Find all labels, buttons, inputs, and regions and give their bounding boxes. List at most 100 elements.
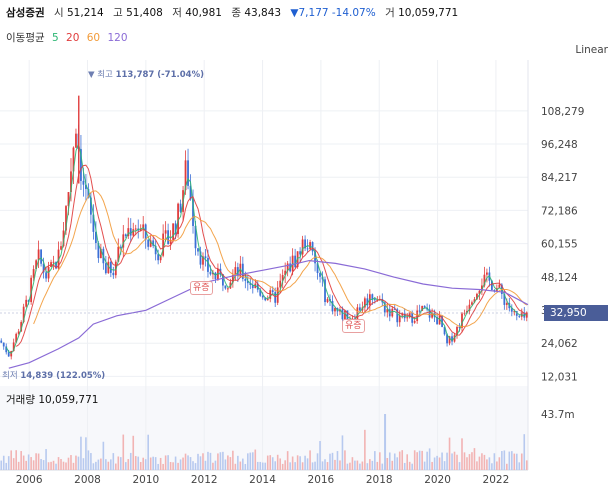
moving-average-legend[interactable]: 이동평균 5 20 60 120 (6, 30, 132, 45)
candle-body (149, 240, 152, 247)
volume-bar (276, 454, 279, 470)
volume-bar (42, 460, 45, 470)
candle-body (264, 297, 267, 301)
candle-body (241, 263, 244, 279)
volume-bar (508, 451, 511, 470)
x-tick-label: 2016 (308, 474, 335, 486)
volume-bar (393, 453, 396, 470)
volume-bar (324, 459, 326, 470)
candle-body (194, 225, 197, 249)
candle-body (299, 251, 302, 255)
candle-body (341, 309, 344, 320)
volume-bar (523, 434, 526, 470)
volume-bar (149, 457, 152, 470)
volume-bar (339, 460, 341, 470)
candle-body (154, 245, 157, 255)
x-tick-label: 2022 (483, 474, 510, 486)
volume-bar (296, 455, 299, 470)
volume-bar (30, 457, 32, 470)
volume-bar (242, 458, 244, 470)
candle-body (451, 336, 453, 342)
candle-body (117, 246, 120, 262)
candle-body (510, 308, 513, 312)
candle-body (172, 223, 174, 240)
candle-body (294, 255, 297, 268)
candle-body (75, 133, 77, 148)
scale-mode-toggle[interactable]: Linear (575, 44, 608, 56)
candle-body (251, 284, 254, 289)
volume-panel-label: 거래량 10,059,771 (6, 392, 98, 407)
volume-bar (421, 450, 423, 470)
volume-bar (50, 461, 52, 470)
x-tick-label: 2020 (424, 474, 451, 486)
volume-bar (471, 452, 473, 470)
split-badge-2[interactable]: 유증 (342, 319, 365, 333)
candle-body (147, 239, 150, 247)
volume-bar (82, 458, 85, 470)
volume-bar (458, 462, 461, 470)
volume-bar (139, 462, 142, 470)
candle-body (167, 230, 170, 245)
volume-bar (461, 438, 463, 470)
ma5-line (5, 141, 528, 354)
candle-body (331, 300, 334, 312)
volume-bar (520, 453, 523, 470)
volume-bar (12, 458, 15, 470)
volume-bar (134, 456, 137, 470)
candle-body (112, 272, 115, 276)
volume-bar (157, 463, 159, 470)
candle-body (396, 309, 399, 323)
volume-bar (361, 461, 364, 470)
max-annotation: ▼ 최고 113,787 (-71.04%) (88, 68, 204, 80)
candle-body (431, 312, 434, 318)
candle-body (231, 274, 234, 283)
candle-body (92, 214, 95, 232)
y-tick-label: 108,279 (541, 106, 584, 118)
volume-bar (232, 450, 234, 470)
volume-bar (152, 456, 154, 470)
candle-body (468, 304, 471, 311)
high-label: 고 (113, 7, 123, 19)
ma-5: 5 (51, 32, 59, 44)
volume-bar (481, 453, 483, 470)
volume-bar (100, 458, 102, 470)
candle-body (224, 285, 227, 289)
candle-body (246, 280, 249, 284)
candle-body (274, 292, 277, 303)
max-value: 113,787 (-71.04%) (115, 70, 204, 80)
low-value: 40,981 (185, 7, 222, 19)
x-tick-label: 2010 (132, 474, 159, 486)
candle-body (132, 229, 135, 236)
candle-body (207, 258, 209, 272)
candle-body (187, 160, 189, 186)
split-badge-1[interactable]: 유증 (190, 281, 213, 295)
x-tick-label: 2006 (16, 474, 43, 486)
volume-bar (167, 455, 169, 470)
volume-bar (291, 456, 294, 470)
candle-body (204, 256, 207, 259)
volume-bar (366, 463, 369, 470)
ma-120: 120 (107, 32, 128, 44)
volume-bar (266, 455, 269, 470)
candle-body (319, 273, 321, 277)
candle-body (229, 282, 232, 289)
volume-bar (2, 455, 5, 470)
ma-20: 20 (66, 32, 80, 44)
volume-bar (95, 461, 97, 470)
candle-body (104, 263, 107, 274)
candle-body (471, 302, 473, 305)
volume-bar (511, 451, 513, 470)
x-tick-label: 2014 (249, 474, 276, 486)
candle-body (490, 280, 493, 290)
high-value: 51,408 (126, 7, 163, 19)
volume-bar (107, 461, 110, 470)
candle-body (179, 203, 182, 212)
volume-bar (418, 450, 421, 470)
volume-bar (162, 463, 164, 470)
volume-bar (192, 461, 194, 470)
volume-bar (5, 462, 8, 470)
volume-bar (234, 463, 237, 470)
volume-bar (473, 448, 476, 470)
candle-body (97, 243, 100, 259)
